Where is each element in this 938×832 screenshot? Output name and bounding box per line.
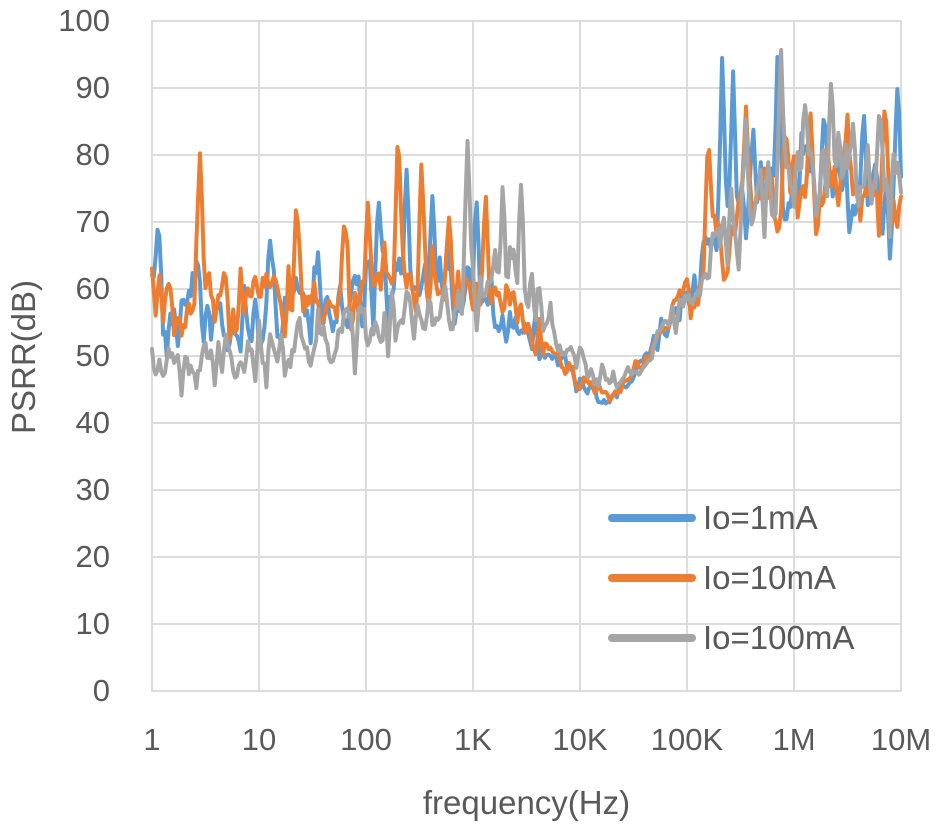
x-tick-label: 100 (340, 722, 392, 757)
legend-line-io-10ma-icon (608, 574, 696, 582)
legend-line-io-1ma-icon (608, 514, 696, 522)
legend-label: Io=1mA (703, 499, 818, 536)
y-tick-label: 0 (92, 673, 110, 708)
y-tick-label: 100 (58, 3, 110, 38)
legend-item-io-100ma: Io=100mA (608, 608, 898, 668)
x-tick-label: 1K (454, 722, 492, 757)
legend-label: Io=100mA (703, 619, 855, 656)
y-tick-label: 80 (75, 137, 110, 172)
series-line-io-1ma (150, 55, 903, 406)
legend-item-io-10ma: Io=10mA (608, 548, 898, 608)
legend-item-io-1ma: Io=1mA (608, 488, 898, 548)
legend: Io=1mA Io=10mA Io=100mA (608, 488, 898, 668)
x-tick-label: 10M (870, 722, 932, 757)
y-tick-label: 10 (75, 606, 110, 641)
y-tick-label: 40 (75, 405, 110, 440)
y-tick-label: 20 (75, 539, 110, 574)
legend-label: Io=10mA (703, 559, 836, 596)
x-axis-title: frequency(Hz) (422, 784, 631, 821)
x-tick-label: 1 (143, 722, 161, 757)
y-tick-label: 30 (75, 472, 110, 507)
series-line-io-100ma (150, 48, 903, 398)
y-tick-label: 50 (75, 338, 110, 373)
series-line-io-10ma (150, 104, 903, 403)
x-tick-label: 10K (552, 722, 608, 757)
y-tick-label: 60 (75, 271, 110, 306)
x-tick-label: 10 (241, 722, 277, 757)
y-tick-label: 90 (75, 70, 110, 105)
y-tick-label: 70 (75, 204, 110, 239)
x-tick-label: 100K (650, 722, 724, 757)
legend-line-io-100ma-icon (608, 634, 696, 642)
x-tick-label: 1M (772, 722, 816, 757)
